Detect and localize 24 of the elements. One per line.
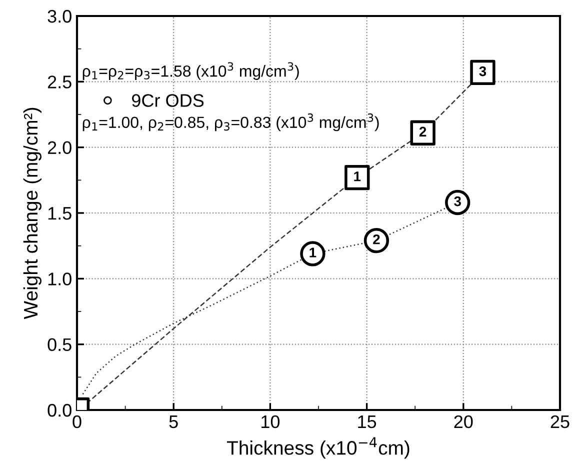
annotation: 1 xyxy=(310,248,316,258)
y-tick-label: 1.0 xyxy=(48,272,72,286)
x-tick-label: 0 xyxy=(72,415,82,428)
x-tick-label: 20 xyxy=(454,415,473,428)
annotation: 1 xyxy=(354,172,361,182)
y-tick-label: 2.0 xyxy=(48,141,72,154)
annotation: 2 xyxy=(373,234,380,244)
annotation: 3 xyxy=(454,196,461,206)
annotation: 3 xyxy=(479,66,486,76)
x-axis-title: Thickness (x10$^{−4}$cm) xyxy=(226,437,410,459)
y-tick-label: 0.0 xyxy=(48,404,72,417)
y-tick-label: 3.0 xyxy=(48,10,72,23)
text: ρ$_{1}$=1.00, ρ$_{2}$=0.85, ρ$_{3}$=0.83 (x10$^{3}$ mg/cm$^{3}$) xyxy=(82,113,379,132)
y-axis-title: Weight change (mg/cm²) xyxy=(23,108,42,320)
legend-label: 9Cr ODS xyxy=(132,94,204,107)
y-tick-label: 1.5 xyxy=(48,207,72,220)
y-tick-label: 2.5 xyxy=(48,76,72,88)
y-tick-label: 0.5 xyxy=(48,338,72,352)
text: ρ$_{1}$=ρ$_{2}$=ρ$_{3}$=1.58 (x10$^{3}$ mg/cm$^{3}$) xyxy=(82,62,299,80)
x-tick-label: 15 xyxy=(358,416,376,428)
x-tick-label: 5 xyxy=(169,416,178,428)
annotation: 2 xyxy=(419,126,426,136)
x-tick-label: 25 xyxy=(550,415,570,428)
x-tick-label: 10 xyxy=(262,415,280,428)
